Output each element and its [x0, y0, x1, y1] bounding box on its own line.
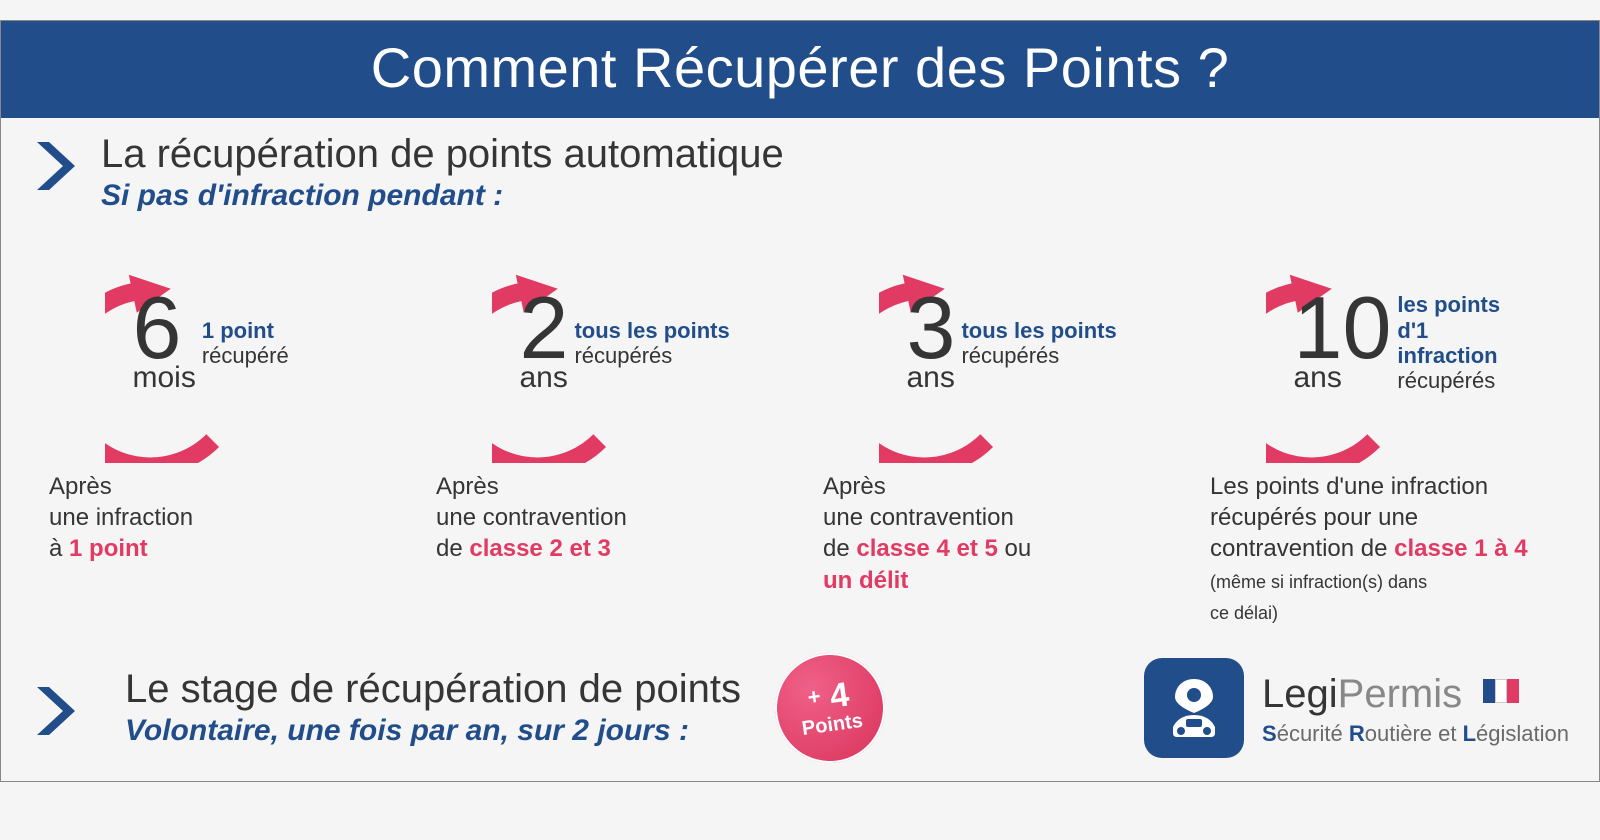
points-badge: + 4 Points: [768, 646, 892, 770]
chevron-icon: [31, 138, 81, 194]
recovered-bold: tous les points: [574, 318, 729, 343]
time-card: 6 mois 1 point récupéré Aprèsune infract…: [41, 233, 418, 627]
recovered-label: récupéré: [202, 343, 289, 368]
duration-unit: ans: [907, 361, 956, 395]
duration-number: 10: [1294, 291, 1392, 366]
section2-subtitle: Volontaire, une fois par an, sur 2 jours…: [125, 714, 741, 748]
flag-icon: [1483, 668, 1519, 713]
brand-block: LegiPermis Sécurité Routière et Législat…: [1144, 658, 1569, 758]
recovered-bold: tous les points: [961, 318, 1116, 343]
card-description: Aprèsune contraventionde classe 4 et 5 o…: [815, 471, 1192, 596]
brand-name: LegiPermis: [1262, 668, 1569, 717]
section-auto-header: La récupération de points automatique Si…: [1, 118, 1599, 223]
infographic-container: Comment Récupérer des Points ? La récupé…: [0, 20, 1600, 782]
duration-unit: mois: [133, 361, 196, 395]
recovered-label: récupérés: [961, 343, 1116, 368]
recovered-label: récupérés: [574, 343, 729, 368]
chevron-icon: [31, 683, 81, 739]
duration-unit: ans: [1294, 361, 1392, 395]
cards-row: 6 mois 1 point récupéré Aprèsune infract…: [1, 223, 1599, 647]
time-card: 10 ans les pointsd'1 infraction récupéré…: [1202, 233, 1579, 627]
section-title: La récupération de points automatique: [101, 132, 1569, 177]
section-subtitle: Si pas d'infraction pendant :: [101, 179, 1569, 213]
duration-number: 6: [133, 291, 196, 366]
section-stage: Le stage de récupération de points Volon…: [1, 647, 1599, 781]
duration-number: 3: [907, 291, 956, 366]
recovered-bold: 1 point: [202, 318, 289, 343]
main-title: Comment Récupérer des Points ?: [1, 21, 1599, 118]
recovered-bold: les pointsd'1 infraction: [1397, 292, 1515, 368]
time-card: 2 ans tous les points récupérés Aprèsune…: [428, 233, 805, 627]
card-description: Aprèsune infractionà 1 point: [41, 471, 418, 565]
badge-num: 4: [827, 675, 851, 715]
section2-title: Le stage de récupération de points: [125, 667, 741, 712]
duration-number: 2: [520, 291, 569, 366]
time-card: 3 ans tous les points récupérés Aprèsune…: [815, 233, 1192, 627]
brand-icon: [1144, 658, 1244, 758]
brand-tagline: Sécurité Routière et Législation: [1262, 721, 1569, 747]
badge-plus: +: [806, 683, 822, 710]
recovered-label: récupérés: [1397, 368, 1515, 393]
card-description: Les points d'une infractionrécupérés pou…: [1202, 471, 1579, 627]
duration-unit: ans: [520, 361, 569, 395]
card-description: Aprèsune contraventionde classe 2 et 3: [428, 471, 805, 565]
